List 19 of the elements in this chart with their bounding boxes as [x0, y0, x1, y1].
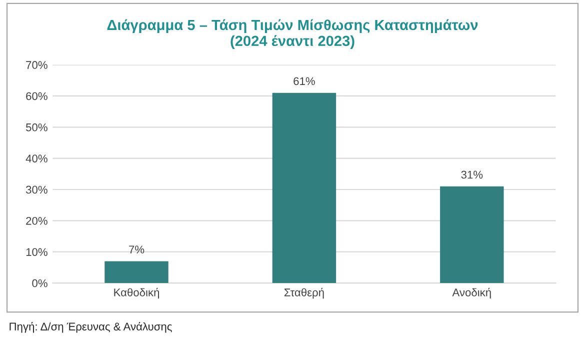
y-tick-label: 30%: [26, 186, 48, 194]
y-tick-label: 60%: [26, 92, 48, 100]
y-tick-label: 50%: [26, 123, 48, 132]
y-tick-label: 0%: [32, 279, 48, 288]
data-label: 31%: [461, 170, 483, 179]
y-tick-label: 20%: [26, 216, 48, 225]
x-tick-label: Ανοδική: [452, 288, 491, 299]
data-label: 61%: [294, 77, 315, 86]
text: Πηγή: Δ/ση Έρευνας & Ανάλυσης: [10, 322, 172, 333]
data-label: 7%: [129, 246, 144, 254]
x-tick-label: Καθοδική: [114, 288, 159, 299]
x-tick-label: Σταθερή: [284, 288, 324, 299]
y-tick-label: 40%: [26, 154, 48, 162]
bar: [440, 186, 504, 284]
bar: [104, 261, 168, 284]
y-tick-label: 70%: [26, 61, 48, 69]
bar: [272, 92, 336, 284]
chart-title: Διάγραμμα 5 – Τάση Τιμών Μίσθωσης Καταστημάτων (2024 έναντι 2023): [107, 19, 478, 49]
y-tick-label: 10%: [26, 248, 48, 256]
